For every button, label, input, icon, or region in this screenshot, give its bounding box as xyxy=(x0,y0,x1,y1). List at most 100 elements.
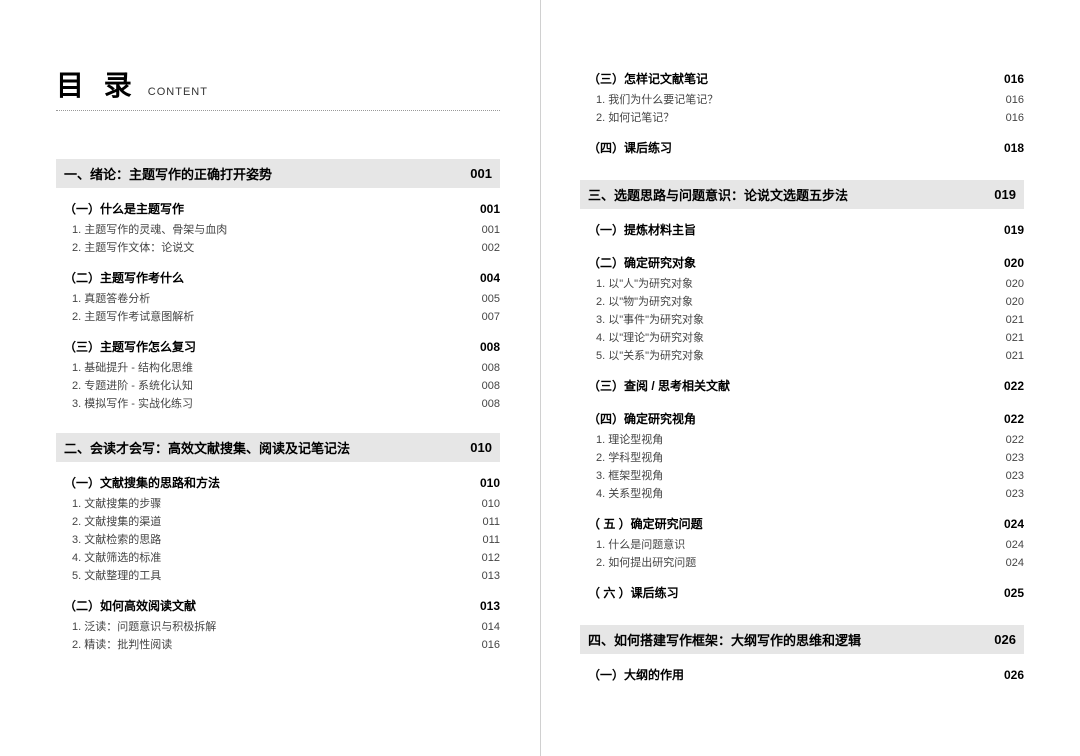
section-page: 025 xyxy=(1004,586,1024,600)
section-page: 010 xyxy=(480,476,500,490)
section-title: （二）确定研究对象 xyxy=(588,254,696,271)
item-page: 016 xyxy=(1006,94,1024,106)
chapter-page: 001 xyxy=(470,166,492,181)
toc-title-sub: CONTENT xyxy=(148,86,208,98)
spacer xyxy=(580,572,1024,578)
section-title: （四）确定研究视角 xyxy=(588,410,696,427)
section-page: 004 xyxy=(480,271,500,285)
spacer xyxy=(580,365,1024,371)
spacer xyxy=(580,605,1024,611)
section-title: （三）查阅 / 思考相关文献 xyxy=(588,377,730,394)
item-title: 2. 如何提出研究问题 xyxy=(596,554,696,570)
item-row: 1. 理论型视角022 xyxy=(596,431,1024,447)
item-row: 3. 文献检索的思路 011 xyxy=(72,531,500,547)
section-row: （一）文献搜集的思路和方法 010 xyxy=(64,474,500,491)
item-title: 2. 文献搜集的渠道 xyxy=(72,513,161,529)
section-row: （三）主题写作怎么复习008 xyxy=(64,338,500,355)
item-row: 1. 主题写作的灵魂、骨架与血肉 001 xyxy=(72,221,500,237)
item-page: 021 xyxy=(1006,350,1024,362)
section-page: 019 xyxy=(1004,223,1024,237)
section-row: （三）查阅 / 思考相关文献022 xyxy=(588,377,1024,394)
section-page: 020 xyxy=(1004,256,1024,270)
item-row: 2. 如何提出研究问题 024 xyxy=(596,554,1024,570)
item-row: 2. 专题进阶 - 系统化认知008 xyxy=(72,377,500,393)
item-row: 3. 框架型视角 023 xyxy=(596,467,1024,483)
item-row: 3. 以"事件"为研究对象021 xyxy=(596,311,1024,327)
item-title: 1. 基础提升 - 结构化思维 xyxy=(72,359,193,375)
section-row: （四）课后练习018 xyxy=(588,139,1024,156)
section-page: 022 xyxy=(1004,412,1024,426)
spacer xyxy=(56,257,500,263)
item-title: 1. 以"人"为研究对象 xyxy=(596,275,693,291)
item-page: 008 xyxy=(482,362,500,374)
toc-left-content: 一、绪论：主题写作的正确打开姿势001（一）什么是主题写作0011. 主题写作的… xyxy=(56,159,500,660)
item-page: 012 xyxy=(482,552,500,564)
item-page: 023 xyxy=(1006,470,1024,482)
item-page: 023 xyxy=(1006,488,1024,500)
item-row: 2. 主题写作考试意图解析007 xyxy=(72,308,500,324)
item-title: 3. 文献检索的思路 xyxy=(72,531,161,547)
section-page: 008 xyxy=(480,340,500,354)
item-row: 2. 如何记笔记？ 016 xyxy=(596,109,1024,125)
item-page: 011 xyxy=(482,534,500,546)
item-title: 3. 模拟写作 - 实战化练习 xyxy=(72,395,193,411)
item-page: 024 xyxy=(1006,557,1024,569)
item-title: 2. 精读：批判性阅读 xyxy=(72,636,172,652)
item-title: 2. 主题写作考试意图解析 xyxy=(72,308,194,324)
chapter-page: 019 xyxy=(994,187,1016,202)
section-row: （二）确定研究对象 020 xyxy=(588,254,1024,271)
item-title: 2. 学科型视角 xyxy=(596,449,663,465)
chapter-row: 三、选题思路与问题意识：论说文选题五步法019 xyxy=(580,180,1024,209)
item-row: 1. 基础提升 - 结构化思维 008 xyxy=(72,359,500,375)
item-page: 005 xyxy=(482,293,500,305)
item-page: 021 xyxy=(1006,314,1024,326)
section-row: （ 五 ）确定研究问题024 xyxy=(588,515,1024,532)
item-row: 2. 文献搜集的渠道 011 xyxy=(72,513,500,529)
spacer xyxy=(56,585,500,591)
toc-right-content: （三）怎样记文献笔记0161. 我们为什么要记笔记？0162. 如何记笔记？01… xyxy=(580,70,1024,693)
item-page: 022 xyxy=(1006,434,1024,446)
section-page: 016 xyxy=(1004,72,1024,86)
item-row: 2. 精读：批判性阅读016 xyxy=(72,636,500,652)
section-title: （一）什么是主题写作 xyxy=(64,200,184,217)
item-row: 2. 主题写作文体：论说文002 xyxy=(72,239,500,255)
chapter-row: 一、绪论：主题写作的正确打开姿势001 xyxy=(56,159,500,188)
item-row: 4. 以"理论"为研究对象 021 xyxy=(596,329,1024,345)
spacer xyxy=(580,127,1024,133)
section-title: （一）提炼材料主旨 xyxy=(588,221,696,238)
section-row: （二）主题写作考什么004 xyxy=(64,269,500,286)
item-title: 4. 文献筛选的标准 xyxy=(72,549,161,565)
item-row: 1. 以"人"为研究对象020 xyxy=(596,275,1024,291)
item-title: 1. 主题写作的灵魂、骨架与血肉 xyxy=(72,221,227,237)
item-row: 3. 模拟写作 - 实战化练习008 xyxy=(72,395,500,411)
toc-left-page: 目 录 CONTENT 一、绪论：主题写作的正确打开姿势001 （一）什么是主题写… xyxy=(0,0,540,756)
item-title: 2. 专题进阶 - 系统化认知 xyxy=(72,377,193,393)
spacer xyxy=(580,398,1024,404)
item-page: 011 xyxy=(482,516,500,528)
toc-title-block: 目 录 CONTENT xyxy=(56,64,500,111)
item-row: 1. 文献搜集的步骤010 xyxy=(72,495,500,511)
item-row: 1. 真题答卷分析 005 xyxy=(72,290,500,306)
item-row: 4. 文献筛选的标准 012 xyxy=(72,549,500,565)
section-row: （三）怎样记文献笔记016 xyxy=(588,70,1024,87)
item-title: 1. 什么是问题意识 xyxy=(596,536,685,552)
section-row: （一）提炼材料主旨 019 xyxy=(588,221,1024,238)
item-title: 1. 真题答卷分析 xyxy=(72,290,150,306)
item-row: 5. 文献整理的工具013 xyxy=(72,567,500,583)
section-title: （一）文献搜集的思路和方法 xyxy=(64,474,220,491)
spacer xyxy=(580,687,1024,693)
item-row: 1. 什么是问题意识 024 xyxy=(596,536,1024,552)
item-page: 021 xyxy=(1006,332,1024,344)
section-title: （二）如何高效阅读文献 xyxy=(64,597,196,614)
chapter-row: 二、会读才会写：高效文献搜集、阅读及记笔记法010 xyxy=(56,433,500,462)
chapter-title: 二、会读才会写：高效文献搜集、阅读及记笔记法 xyxy=(64,438,350,457)
section-row: （一）大纲的作用026 xyxy=(588,666,1024,683)
item-page: 016 xyxy=(1006,112,1024,124)
item-title: 4. 以"理论"为研究对象 xyxy=(596,329,704,345)
spacer xyxy=(580,160,1024,166)
item-title: 2. 如何记笔记？ xyxy=(596,109,674,125)
item-page: 024 xyxy=(1006,539,1024,551)
item-title: 3. 框架型视角 xyxy=(596,467,663,483)
item-page: 013 xyxy=(482,570,500,582)
item-page: 001 xyxy=(482,224,500,236)
